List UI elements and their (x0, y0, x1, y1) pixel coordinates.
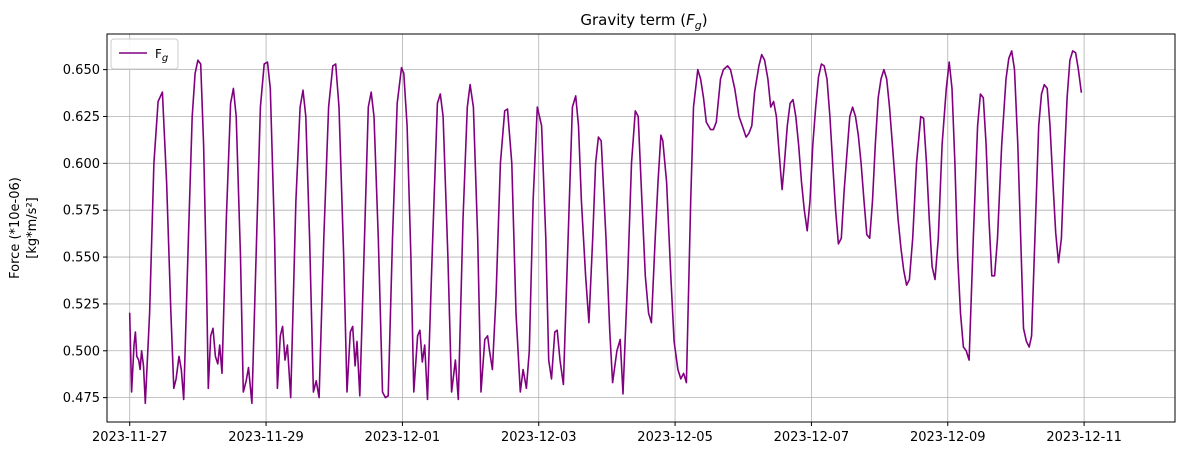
chart-title-close: ) (702, 11, 708, 29)
y-tick-label: 0.600 (63, 157, 100, 172)
y-tick-label: 0.525 (63, 297, 100, 312)
x-tick-label: 2023-12-05 (637, 430, 713, 445)
x-tick-label: 2023-12-09 (910, 430, 986, 445)
chart-title-main: Gravity term ( (580, 11, 686, 29)
y-axis-label-line1: Force (*10e-06) (8, 177, 23, 279)
y-tick-label: 0.575 (63, 204, 100, 219)
y-tick-label: 0.625 (63, 110, 100, 125)
x-tick-label: 2023-11-29 (228, 430, 304, 445)
y-tick-label: 0.650 (63, 63, 100, 78)
x-tick-label: 2023-12-01 (365, 430, 441, 445)
y-axis-label: Force (*10e-06) [kg*m/s²] (8, 177, 40, 279)
chart-title-subscript: g (695, 19, 702, 32)
y-tick-label: 0.475 (63, 391, 100, 406)
legend-label-subscript: g (162, 53, 168, 64)
y-axis-label-line2: [kg*m/s²] (25, 197, 40, 258)
x-tick-label: 2023-12-03 (501, 430, 577, 445)
legend: Fg (111, 39, 178, 69)
chart-title: Gravity term (Fg) (580, 11, 707, 32)
y-tick-label: 0.500 (63, 344, 100, 359)
x-tick-label: 2023-12-11 (1046, 430, 1122, 445)
x-tick-label: 2023-11-27 (92, 430, 168, 445)
x-tick-label: 2023-12-07 (774, 430, 850, 445)
y-tick-label: 0.550 (63, 251, 100, 266)
